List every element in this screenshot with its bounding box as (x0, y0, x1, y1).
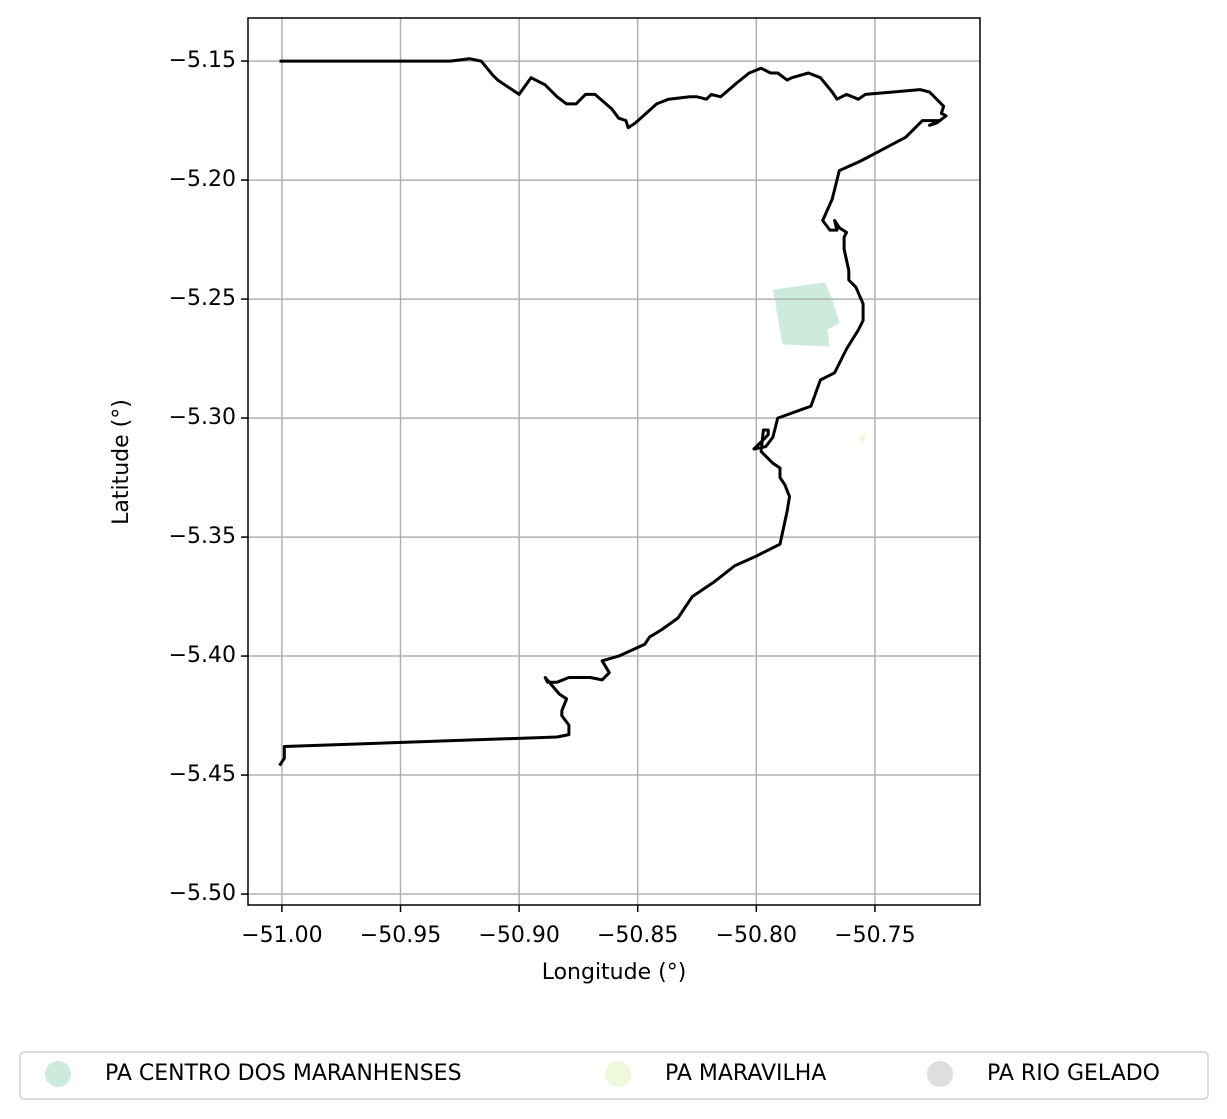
legend-label: PA MARAVILHA (665, 1061, 826, 1086)
legend-marker (605, 1061, 631, 1087)
plot-frame (247, 17, 981, 906)
boundary (278, 57, 948, 767)
legend-label: PA RIO GELADO (987, 1061, 1160, 1086)
legend-label: PA CENTRO DOS MARANHENSES (105, 1061, 462, 1086)
y-tick-label: −5.35 (169, 524, 236, 549)
x-tick-label: −50.75 (834, 923, 915, 948)
x-tick-label: −50.95 (360, 923, 441, 948)
y-tick-label: −5.20 (169, 167, 236, 192)
y-tick-label: −5.30 (169, 405, 236, 430)
legend-marker (45, 1061, 71, 1087)
y-tick-label: −5.25 (169, 286, 236, 311)
legend-marker (927, 1061, 953, 1087)
x-tick-label: −51.00 (241, 923, 322, 948)
x-tick-label: −50.85 (597, 923, 678, 948)
y-tick-label: −5.45 (169, 762, 236, 787)
y-axis-label: Latitude (°) (109, 399, 134, 525)
y-tick-label: −5.50 (169, 881, 236, 906)
x-tick-label: −50.90 (478, 923, 559, 948)
y-tick-label: −5.40 (169, 643, 236, 668)
area-layer (772, 282, 866, 445)
protected-area (772, 282, 840, 347)
y-tick-label: −5.15 (169, 48, 236, 73)
x-axis-label: Longitude (°) (542, 960, 687, 985)
protected-area (858, 434, 866, 445)
x-tick-label: −50.80 (716, 923, 797, 948)
